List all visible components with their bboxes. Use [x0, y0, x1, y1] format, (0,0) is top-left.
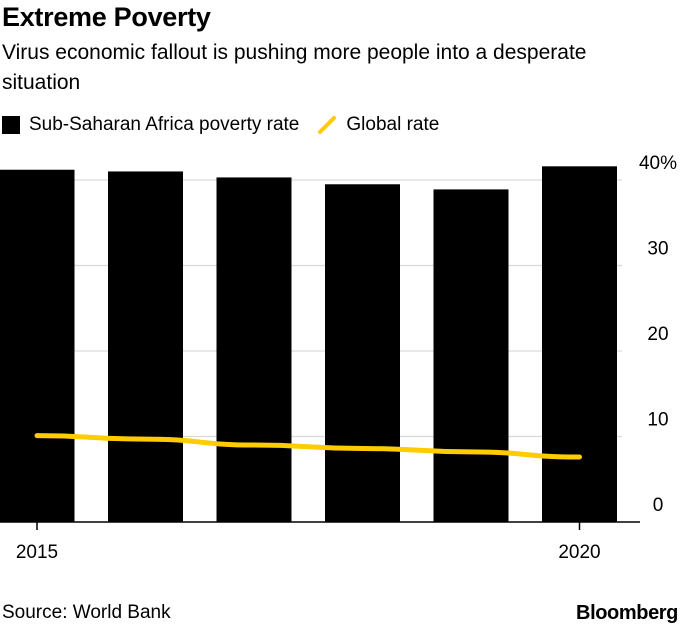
source-note: Source: World Bank — [2, 602, 171, 623]
y-tick-label: 0 — [653, 495, 664, 516]
series-line-global — [34, 433, 582, 460]
y-tick-label: 40% — [639, 153, 677, 174]
bar-2019 — [433, 189, 509, 522]
legend-item-global: Global rate — [317, 114, 439, 136]
square-swatch-icon — [2, 116, 20, 134]
bar-2015 — [0, 169, 75, 523]
y-tick-label: 30 — [647, 239, 668, 260]
bar-2017 — [216, 177, 292, 522]
y-tick-label: 10 — [647, 410, 668, 431]
chart-subtitle: Virus economic fallout is pushing more p… — [2, 41, 587, 94]
bar-2020 — [542, 166, 617, 522]
chart-title: Extreme Poverty — [2, 2, 211, 32]
legend: Sub-Saharan Africa poverty rate Global r… — [2, 114, 457, 136]
x-tick-label: 2015 — [16, 542, 58, 563]
bar-2018 — [325, 184, 400, 522]
bloomberg-logo: Bloomberg — [576, 602, 678, 624]
line-swatch-icon — [318, 116, 337, 134]
legend-label-global: Global rate — [346, 114, 440, 135]
legend-item-africa: Sub-Saharan Africa poverty rate — [2, 114, 299, 136]
x-tick-label: 2020 — [558, 542, 600, 563]
y-tick-label: 20 — [647, 324, 668, 345]
bar-2016 — [108, 171, 183, 522]
legend-label-africa: Sub-Saharan Africa poverty rate — [29, 114, 300, 135]
